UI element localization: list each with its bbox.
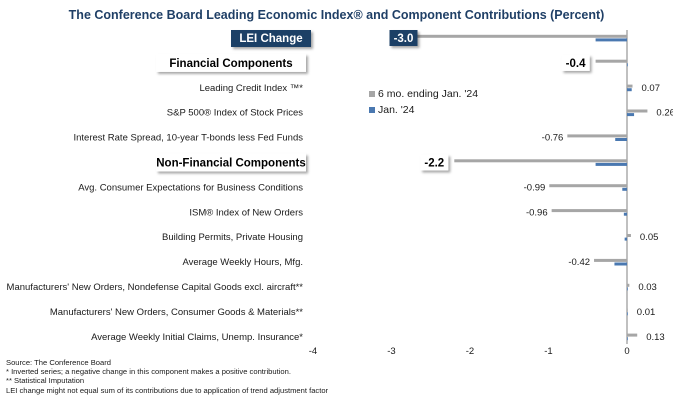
- bar-jan-row-1: [627, 63, 628, 67]
- category-label: Building Permits, Private Housing: [162, 232, 303, 243]
- bar-six-month-row-6: [549, 184, 627, 188]
- lei-value-box: [389, 30, 418, 46]
- x-tick-label: -3: [387, 346, 395, 357]
- legend-label: 6 mo. ending Jan. '24: [378, 88, 478, 100]
- component-header-label: Non-Financial Components: [156, 158, 306, 170]
- bar-six-month-row-4: [567, 134, 627, 138]
- bar-jan-row-6: [622, 187, 627, 191]
- bar-six-month-row-1: [595, 59, 627, 63]
- footnotes: Source: The Conference Board * Inverted …: [6, 358, 328, 395]
- header-value-box: [420, 154, 449, 171]
- category-label: Manufacturers' New Orders, Consumer Good…: [50, 307, 303, 318]
- bar-six-month-row-5: [454, 159, 627, 163]
- bar-six-month-row-8: [627, 234, 631, 237]
- bar-six-month-row-0: [391, 34, 627, 38]
- x-tick-label: 0: [624, 346, 629, 357]
- category-label: Interest Rate Spread, 10-year T-bonds le…: [73, 133, 303, 144]
- lei-value-label: -3.0: [394, 33, 414, 45]
- data-label: 0.05: [640, 232, 659, 243]
- bar-jan-row-11: [627, 312, 628, 316]
- bar-six-month-row-11: [627, 308, 628, 312]
- bar-jan-row-4: [615, 138, 627, 141]
- header-value-box: [561, 54, 590, 71]
- bar-jan-row-8: [624, 237, 627, 241]
- data-label: 0.26: [656, 108, 673, 119]
- bar-jan-row-2: [627, 88, 632, 92]
- legend-label: Jan. '24: [378, 104, 415, 116]
- x-tick-label: -1: [544, 346, 552, 357]
- lei-label-box: [231, 30, 311, 47]
- bar-jan-row-7: [623, 212, 627, 216]
- bar-jan-row-5: [595, 162, 627, 166]
- note-inverted: * Inverted series; a negative change in …: [6, 367, 291, 377]
- data-label: -0.99: [524, 182, 546, 193]
- bar-six-month-row-7: [551, 209, 627, 213]
- bar-six-month-row-10: [627, 283, 630, 287]
- bar-jan-row-0: [595, 38, 627, 42]
- bar-six-month-row-3: [627, 109, 648, 113]
- header-value-label: -2.2: [424, 158, 444, 170]
- data-label: -0.96: [526, 207, 548, 218]
- chart-title: The Conference Board Leading Economic In…: [68, 8, 605, 22]
- data-label: 0.03: [638, 282, 657, 293]
- component-header-box: [156, 153, 306, 172]
- category-label: S&P 500® Index of Stock Prices: [167, 108, 303, 119]
- component-header-label: Financial Components: [169, 58, 292, 70]
- category-label: Average Weekly Initial Claims, Unemp. In…: [91, 332, 303, 343]
- category-label: Average Weekly Hours, Mfg.: [182, 257, 303, 268]
- category-label: Leading Credit Index ™*: [199, 83, 303, 94]
- note-source: Source: The Conference Board: [6, 358, 111, 367]
- data-label: -0.42: [568, 257, 590, 268]
- data-label: 0.01: [637, 307, 656, 318]
- legend-swatch: [369, 107, 375, 113]
- note-imputation: ** Statistical Imputation: [6, 376, 85, 386]
- bar-jan-row-12: [627, 337, 628, 341]
- x-tick-label: -2: [466, 346, 474, 357]
- legend-swatch: [369, 91, 375, 97]
- x-tick-label: -4: [309, 346, 317, 357]
- data-label: 0.13: [646, 332, 665, 343]
- component-header-box: [156, 53, 306, 72]
- bar-six-month-row-9: [594, 258, 627, 262]
- header-value-label: -0.4: [566, 58, 586, 70]
- data-label: -0.76: [542, 133, 564, 144]
- bar-jan-row-9: [614, 262, 627, 266]
- bar-six-month-row-12: [627, 333, 638, 337]
- bar-jan-row-3: [627, 113, 635, 117]
- bar-jan-row-10: [627, 287, 628, 291]
- category-label: Manufacturers' New Orders, Nondefense Ca…: [7, 282, 304, 293]
- bar-six-month-row-2: [627, 84, 633, 88]
- category-label: ISM® Index of New Orders: [189, 207, 303, 218]
- lei-change-label: LEI Change: [239, 33, 302, 45]
- data-label: 0.07: [641, 83, 660, 94]
- category-label: Avg. Consumer Expectations for Business …: [78, 182, 303, 193]
- note-trend: LEI change might not equal sum of its co…: [6, 385, 329, 395]
